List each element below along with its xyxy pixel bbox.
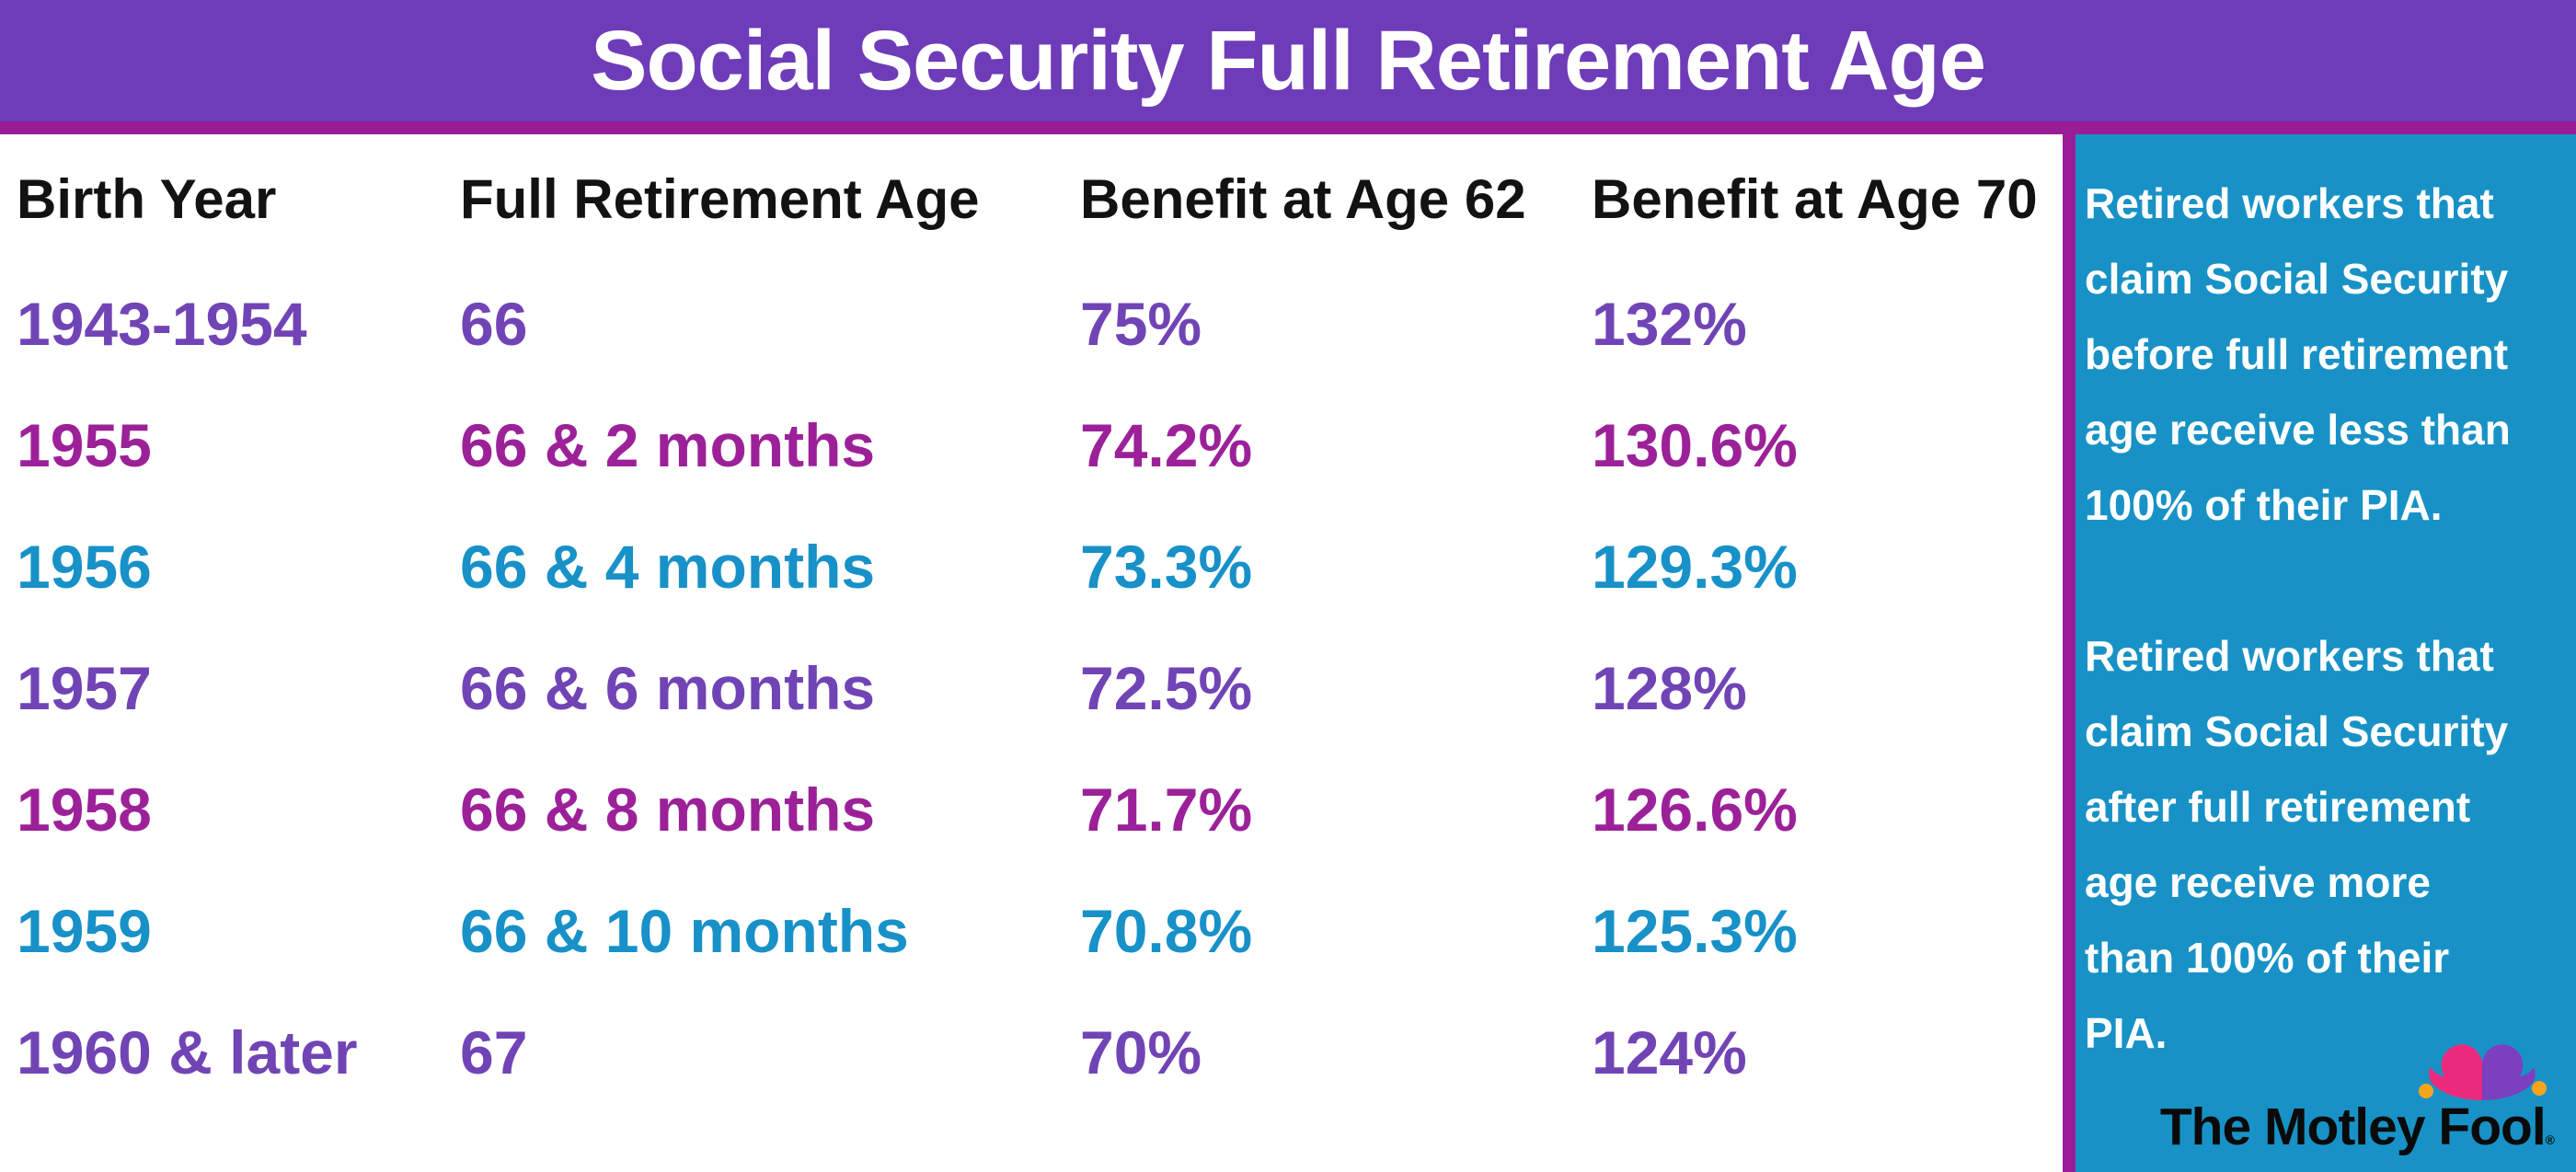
sidebar-text-line: after full retirement: [2085, 783, 2471, 831]
cell-birth-year: 1960 & later: [17, 1018, 358, 1086]
cell-benefit-at-70: 129.3%: [1592, 533, 1798, 601]
sidebar-text-line: claim Social Security: [2085, 707, 2509, 755]
cell-benefit-at-62: 72.5%: [1080, 654, 1253, 722]
cell-benefit-at-70: 126.6%: [1592, 776, 1798, 844]
cell-benefit-at-70: 132%: [1592, 290, 1747, 358]
cell-benefit-at-70: 128%: [1592, 654, 1747, 722]
column-header-benefit-at-70: Benefit at Age 70: [1592, 167, 2038, 230]
retirement-age-table: Birth Year Full Retirement Age Benefit a…: [0, 134, 2063, 1172]
sidebar-text-line: than 100% of their: [2085, 934, 2450, 982]
cell-full-retirement-age: 66 & 2 months: [460, 411, 876, 479]
sidebar-content: Retired workers that claim Social Securi…: [2076, 134, 2576, 1172]
column-header-benefit-at-62: Benefit at Age 62: [1080, 167, 1526, 230]
sidebar-text-line: PIA.: [2085, 1009, 2168, 1057]
registered-mark: ®: [2545, 1132, 2555, 1147]
sidebar-text-line: Retired workers that: [2085, 179, 2494, 227]
cell-birth-year: 1943-1954: [17, 290, 307, 358]
cell-full-retirement-age: 66 & 6 months: [460, 654, 876, 722]
logo-text: The Motley Fool: [2159, 1097, 2547, 1156]
cell-benefit-at-62: 71.7%: [1080, 776, 1253, 844]
cell-birth-year: 1956: [17, 533, 152, 601]
cell-full-retirement-age: 66 & 4 months: [460, 533, 876, 601]
cell-benefit-at-62: 75%: [1080, 290, 1202, 358]
page-title: Social Security Full Retirement Age: [591, 13, 1986, 108]
cell-benefit-at-62: 74.2%: [1080, 411, 1253, 479]
sidebar-text-line: age receive less than: [2085, 406, 2511, 454]
cell-birth-year: 1959: [17, 897, 152, 965]
sidebar-text-line: claim Social Security: [2085, 255, 2509, 303]
cell-benefit-at-70: 125.3%: [1592, 897, 1798, 965]
sidebar-callout: Retired workers that claim Social Securi…: [2063, 121, 2576, 1172]
motley-fool-logo: The Motley Fool®: [2160, 1038, 2555, 1157]
column-header-birth-year: Birth Year: [17, 167, 277, 230]
cell-benefit-at-62: 73.3%: [1080, 533, 1253, 601]
sidebar-text-line: 100% of their PIA.: [2085, 481, 2443, 529]
motley-fool-wordmark: The Motley Fool®: [2159, 1097, 2555, 1157]
cell-benefit-at-70: 130.6%: [1592, 411, 1798, 479]
sidebar-text-line: age receive more: [2085, 858, 2431, 906]
cell-birth-year: 1955: [17, 411, 152, 479]
sidebar-text-line: before full retirement: [2085, 330, 2509, 378]
cell-birth-year: 1958: [17, 776, 152, 844]
cell-full-retirement-age: 66 & 10 months: [460, 897, 909, 965]
header-divider: [0, 121, 2576, 134]
jester-hat-icon: [2419, 1044, 2547, 1100]
cell-benefit-at-62: 70.8%: [1080, 897, 1253, 965]
sidebar-paragraph-before-fra: Retired workers that claim Social Securi…: [2085, 166, 2567, 543]
sidebar-paragraph-after-fra: Retired workers that claim Social Securi…: [2085, 618, 2567, 1071]
sidebar-text-line: Retired workers that: [2085, 632, 2494, 680]
cell-benefit-at-70: 124%: [1592, 1018, 1747, 1086]
column-header-full-retirement-age: Full Retirement Age: [460, 167, 980, 230]
cell-full-retirement-age: 67: [460, 1018, 528, 1086]
cell-full-retirement-age: 66: [460, 290, 528, 358]
cell-full-retirement-age: 66 & 8 months: [460, 776, 876, 844]
cell-birth-year: 1957: [17, 654, 152, 722]
header-banner: Social Security Full Retirement Age: [0, 0, 2576, 121]
cell-benefit-at-62: 70%: [1080, 1018, 1202, 1086]
